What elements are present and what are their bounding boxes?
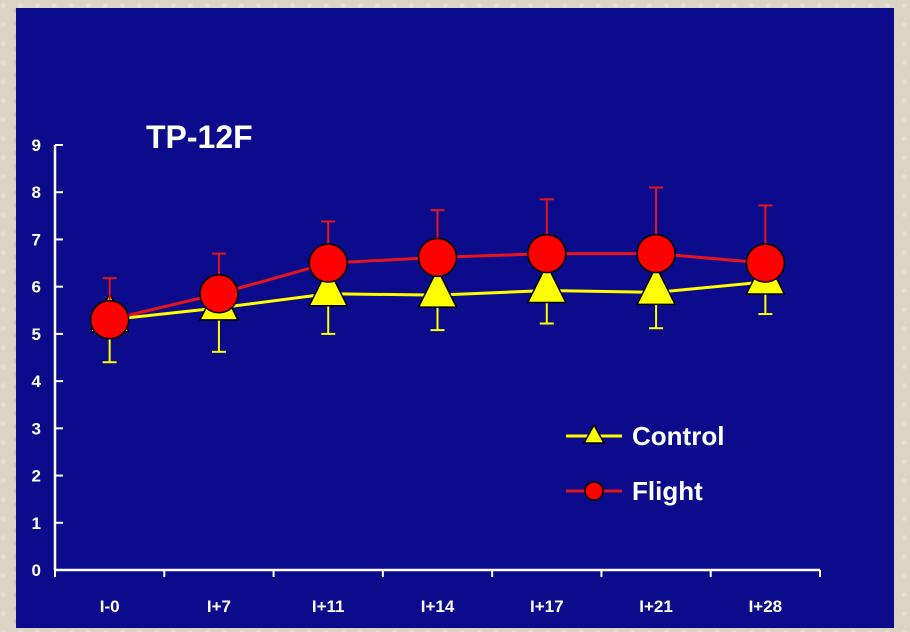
legend-control-marker bbox=[582, 423, 606, 444]
chart-panel bbox=[16, 8, 894, 628]
x-tick-label: I+7 bbox=[207, 597, 231, 616]
flight-point bbox=[89, 299, 130, 340]
flight-series bbox=[89, 186, 786, 340]
x-tick-label: I+11 bbox=[312, 597, 345, 616]
control-point bbox=[417, 267, 458, 308]
flight-point bbox=[527, 233, 567, 274]
y-tick-label: 6 bbox=[32, 278, 41, 297]
control-point bbox=[308, 266, 349, 307]
x-tick-label: I-0 bbox=[100, 597, 120, 616]
y-tick-label: 2 bbox=[32, 467, 41, 486]
axes: 0 1 2 3 4 5 6 7 8 9 I-0 I+7 I+11 I+14 I+17 I+21 I+28 bbox=[32, 136, 821, 616]
x-tick-label: I+21 bbox=[639, 597, 673, 616]
chart-title: TP-12F bbox=[146, 119, 253, 155]
y-tick-label: 9 bbox=[32, 136, 41, 155]
control-point bbox=[526, 262, 567, 304]
legend: Control Flight bbox=[566, 421, 724, 506]
flight-point bbox=[308, 243, 348, 283]
y-tick-label: 7 bbox=[32, 230, 41, 249]
flight-point bbox=[636, 233, 676, 274]
control-point bbox=[635, 264, 677, 306]
y-tick-label: 0 bbox=[32, 561, 41, 580]
x-tick-label: I+14 bbox=[421, 597, 455, 616]
flight-point bbox=[199, 274, 239, 314]
x-tick-label: I+17 bbox=[530, 597, 564, 616]
y-tick-label: 3 bbox=[32, 419, 41, 438]
legend-flight-marker bbox=[584, 481, 604, 501]
y-tick-label: 8 bbox=[32, 183, 41, 202]
y-tick-label: 4 bbox=[32, 372, 42, 391]
legend-control-label: Control bbox=[632, 421, 724, 451]
flight-point bbox=[417, 237, 458, 278]
x-tick-label: I+28 bbox=[749, 597, 783, 616]
legend-flight-label: Flight bbox=[632, 476, 703, 506]
flight-point bbox=[745, 243, 786, 283]
y-tick-label: 1 bbox=[32, 514, 41, 533]
y-tick-label: 5 bbox=[32, 325, 41, 344]
